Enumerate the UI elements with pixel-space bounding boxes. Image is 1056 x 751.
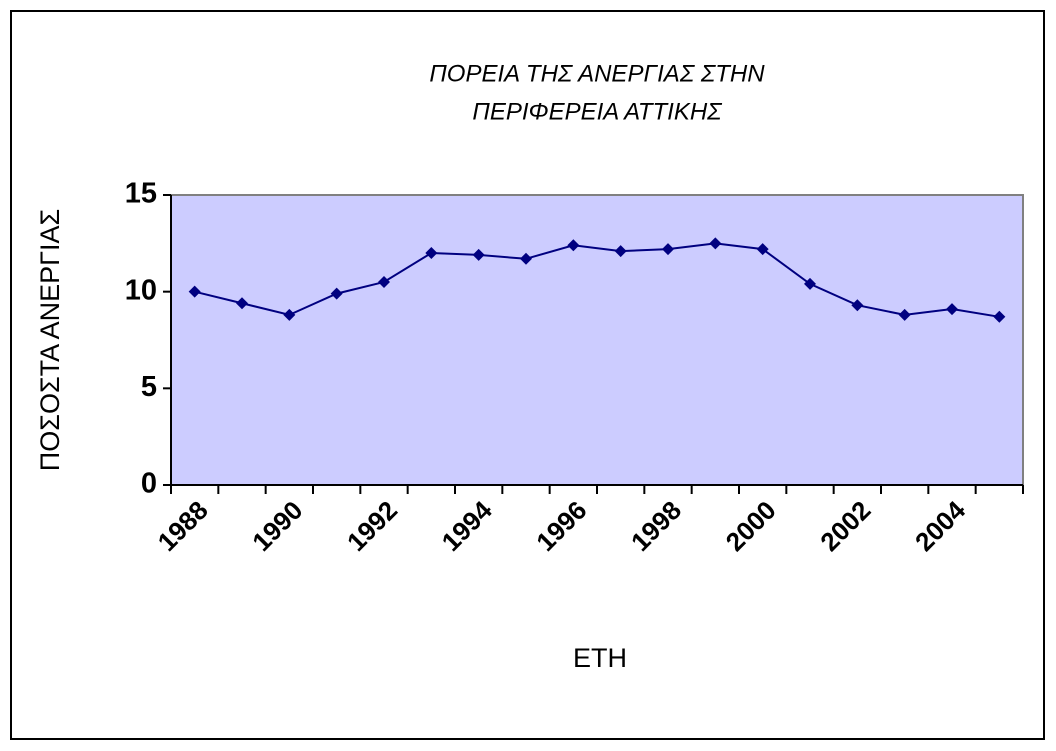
data-point [662, 243, 674, 256]
data-point [946, 303, 958, 316]
data-point [804, 277, 816, 290]
data-point [614, 245, 627, 258]
data-point [993, 310, 1006, 323]
data-point [283, 308, 296, 321]
data-point [378, 276, 390, 288]
chart-title: ΠΕΡΙΦΕΡΕΙΑ ΑΤΤΙΚΗΣ [472, 98, 723, 125]
data-point [851, 299, 864, 312]
series-line [194, 242, 1000, 318]
data-point [425, 247, 438, 259]
data-point [756, 243, 769, 256]
plot-area [170, 194, 1024, 486]
chart-title: ΠΟΡΕΙΑ ΤΗΣ ΑΝΕΡΓΙΑΣ ΣΤΗΝ [429, 60, 765, 87]
y-tick-label: 10 [125, 274, 157, 306]
data-point [567, 239, 580, 252]
data-point [898, 308, 911, 321]
data-point [709, 237, 722, 250]
data-point [236, 297, 248, 310]
data-point [330, 287, 343, 300]
data-point [520, 252, 532, 265]
y-axis-title: ΠΟΣΟΣΤΑ ΑΝΕΡΓΙΑΣ [35, 209, 65, 472]
y-tick-label: 5 [141, 371, 157, 403]
x-axis-title: ΕΤΗ [573, 643, 627, 673]
data-point [472, 248, 485, 261]
data-point [188, 285, 201, 298]
y-tick-label: 0 [141, 468, 157, 500]
y-tick-label: 15 [125, 178, 157, 210]
